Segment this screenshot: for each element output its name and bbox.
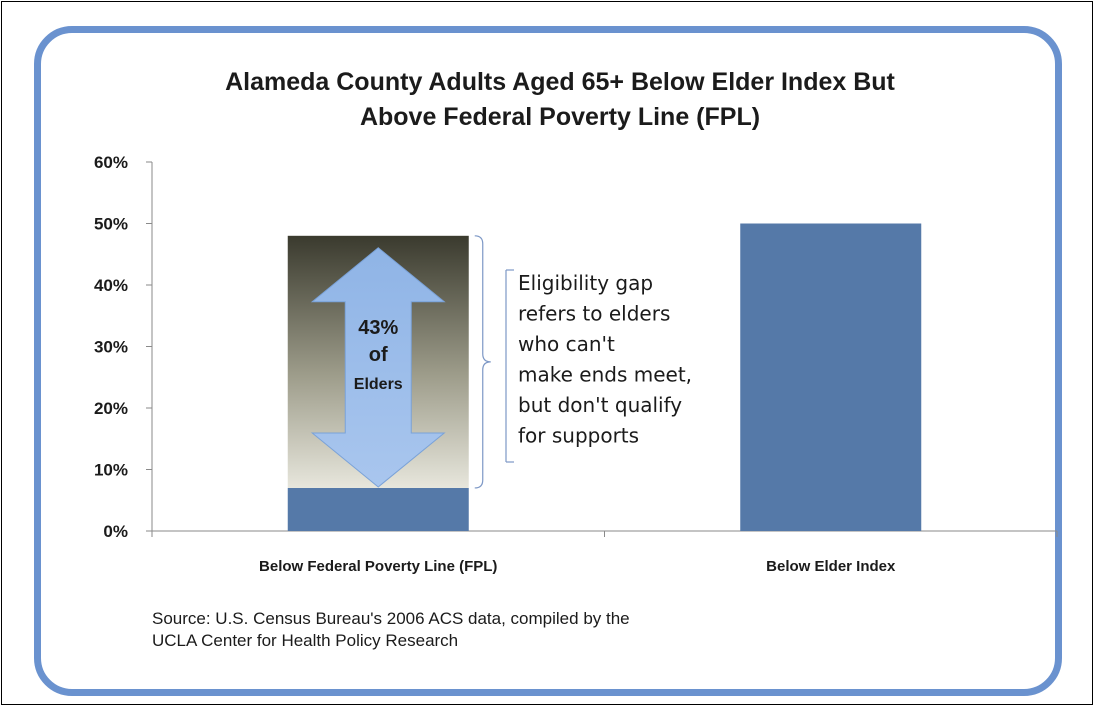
- annotation: Eligibility gap refers to elders who can't…: [505, 269, 692, 463]
- bars: [287, 223, 922, 531]
- chart-title-line1: Alameda County Adults Aged 65+ Below Eld…: [225, 68, 895, 96]
- annotation-line: Eligibility gap: [518, 271, 653, 295]
- y-tick-label: 0%: [103, 522, 128, 541]
- annotation-line: make ends meet,: [518, 363, 692, 387]
- y-tick-label: 40%: [94, 276, 128, 295]
- eligibility-gap: 43% of Elders: [287, 235, 491, 489]
- category-label: Below Federal Poverty Line (FPL): [259, 558, 497, 575]
- category-label: Below Elder Index: [766, 558, 896, 575]
- y-tick-label: 10%: [94, 461, 128, 480]
- gap-bracket: [474, 235, 491, 489]
- annotation-line: but don't qualify: [518, 393, 682, 417]
- y-tick-labels: 0% 10% 20% 30% 40% 50% 60%: [94, 153, 128, 541]
- bar-1: [287, 487, 469, 531]
- category-labels: Below Federal Poverty Line (FPL) Below El…: [259, 558, 896, 575]
- arrow-label-elders: Elders: [354, 376, 403, 393]
- annotation-line: for supports: [518, 424, 639, 448]
- y-tick-label: 30%: [94, 338, 128, 357]
- y-tick-label: 60%: [94, 153, 128, 172]
- annotation-line: refers to elders: [518, 302, 670, 326]
- source-line1: Source: U.S. Census Bureau's 2006 ACS da…: [152, 609, 630, 628]
- arrow-label-percent: 43%: [358, 317, 398, 339]
- y-tick-label: 20%: [94, 399, 128, 418]
- double-arrow: [310, 247, 446, 488]
- source-line2: UCLA Center for Health Policy Research: [152, 631, 459, 650]
- chart-title-line2: Above Federal Poverty Line (FPL): [359, 103, 761, 131]
- annotation-line: who can't: [518, 332, 615, 356]
- arrow-label-of: of: [369, 344, 388, 366]
- y-tick-label: 50%: [94, 215, 128, 234]
- bar-2: [740, 223, 922, 531]
